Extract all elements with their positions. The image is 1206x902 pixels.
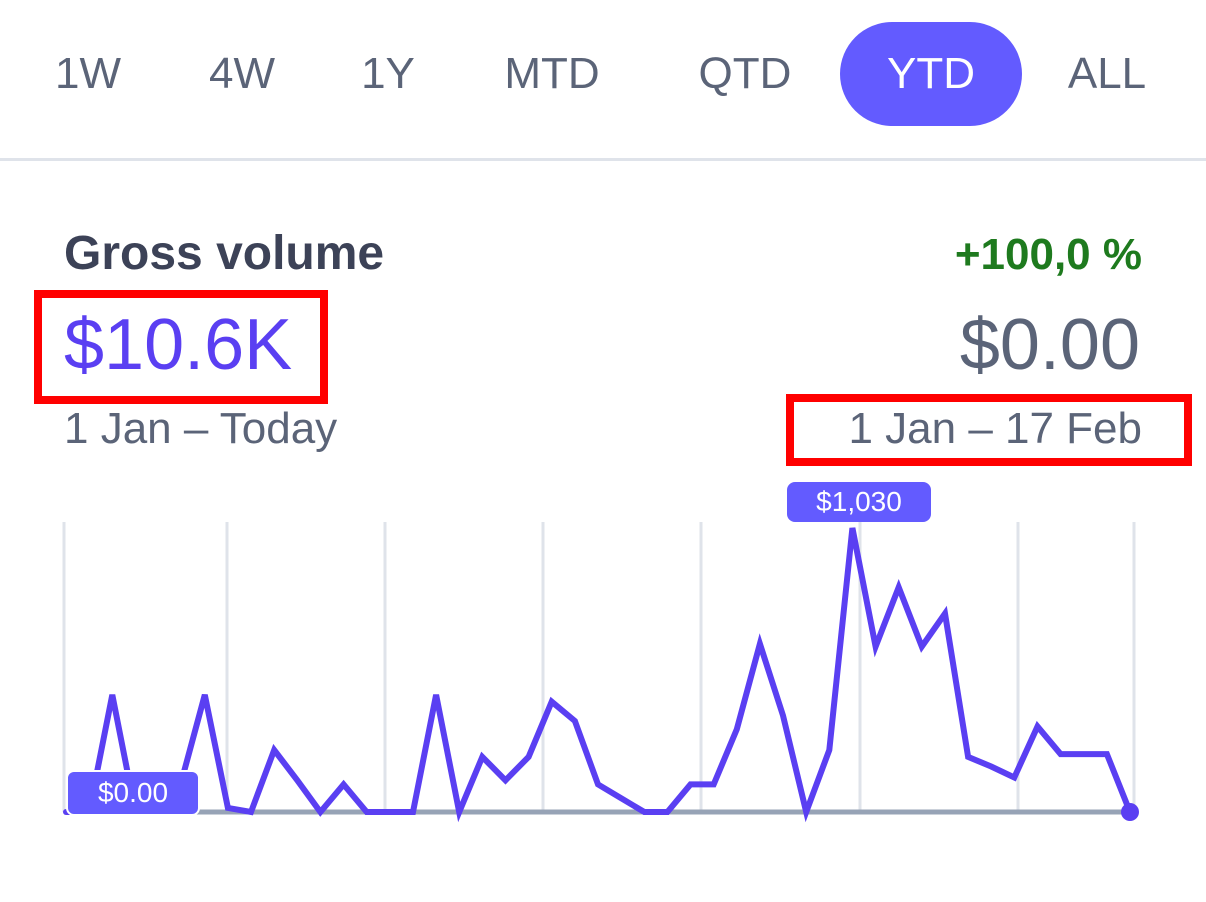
change-percent: +100,0 % — [954, 230, 1142, 279]
series-line — [63, 527, 1133, 823]
tab-1w[interactable]: 1W — [55, 49, 121, 98]
last-point-marker — [1121, 803, 1139, 821]
current-range: 1 Jan – Today — [64, 404, 338, 453]
chart-points — [1121, 803, 1139, 821]
tab-ytd[interactable]: YTD — [840, 22, 1022, 126]
tab-1y[interactable]: 1Y — [361, 49, 415, 98]
tab-qtd[interactable]: QTD — [698, 49, 792, 98]
metric-title: Gross volume — [64, 227, 385, 280]
chart-grid — [62, 522, 1136, 812]
previous-value: $0.00 — [959, 305, 1140, 385]
tab-4w[interactable]: 4W — [209, 49, 275, 98]
tab-mtd[interactable]: MTD — [504, 49, 600, 98]
gross-volume-chart[interactable]: $1,030 $0.00 — [0, 470, 1206, 870]
period-tabs: 1W 4W 1Y MTD QTD YTD ALL — [0, 0, 1206, 160]
previous-range: 1 Jan – 17 Feb — [848, 404, 1142, 453]
tabs-divider — [0, 158, 1206, 161]
current-value: $10.6K — [64, 305, 293, 385]
highlight-box-current-value — [34, 290, 328, 404]
tab-all[interactable]: ALL — [1067, 49, 1147, 98]
max-value-label: $1,030 — [787, 482, 931, 522]
min-value-label: $0.00 — [66, 770, 200, 816]
highlight-box-previous-range — [786, 394, 1192, 466]
chart-svg — [62, 522, 1139, 823]
